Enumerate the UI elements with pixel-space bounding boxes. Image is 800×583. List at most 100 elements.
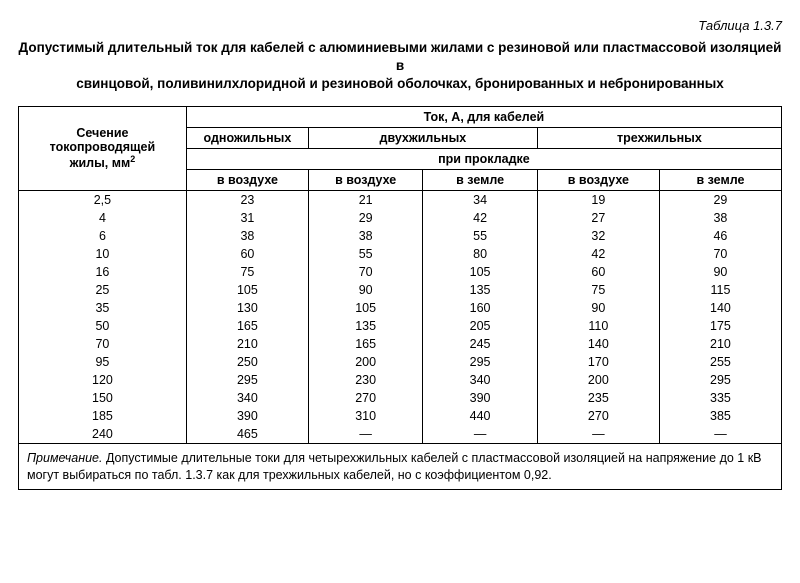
header-section-l1: Сечение токопроводящей — [50, 126, 156, 154]
cell-value: 105 — [423, 263, 537, 281]
table-row: 50165135205110175 — [19, 317, 782, 335]
cell-value: 90 — [537, 299, 659, 317]
cell-value: 115 — [659, 281, 781, 299]
cell-value: 32 — [537, 227, 659, 245]
cell-value: 80 — [423, 245, 537, 263]
cell-value: 310 — [308, 407, 422, 425]
cell-section: 240 — [19, 425, 187, 444]
table-title: Допустимый длительный ток для кабелей с … — [18, 39, 782, 94]
table-row: 185390310440270385 — [19, 407, 782, 425]
table-note-row: Примечание. Допустимые длительные токи д… — [19, 443, 782, 490]
cell-value: 75 — [537, 281, 659, 299]
table-row: 70210165245140210 — [19, 335, 782, 353]
cell-value: 38 — [186, 227, 308, 245]
header-current: Ток, А, для кабелей — [186, 106, 781, 127]
cell-value: 255 — [659, 353, 781, 371]
header-section-l2: жилы, мм — [70, 156, 131, 170]
cell-value: 390 — [186, 407, 308, 425]
header-col-ground-3: в земле — [659, 169, 781, 190]
header-col-ground-2: в земле — [423, 169, 537, 190]
cell-value: 38 — [308, 227, 422, 245]
header-double-core: двухжильных — [308, 127, 537, 148]
table-row: 3513010516090140 — [19, 299, 782, 317]
cell-value: 60 — [186, 245, 308, 263]
cell-section: 120 — [19, 371, 187, 389]
cell-section: 6 — [19, 227, 187, 245]
cell-value: 440 — [423, 407, 537, 425]
cell-section: 150 — [19, 389, 187, 407]
table-row: 106055804270 — [19, 245, 782, 263]
cell-value: 38 — [659, 209, 781, 227]
cell-value: 235 — [537, 389, 659, 407]
cable-current-table: Сечение токопроводящей жилы, мм2 Ток, А,… — [18, 106, 782, 491]
table-row: 95250200295170255 — [19, 353, 782, 371]
table-note: Примечание. Допустимые длительные токи д… — [19, 443, 782, 490]
cell-section: 2,5 — [19, 190, 187, 209]
cell-value: 340 — [423, 371, 537, 389]
cell-value: 385 — [659, 407, 781, 425]
cell-value: 31 — [186, 209, 308, 227]
cell-value: 19 — [537, 190, 659, 209]
table-row: 43129422738 — [19, 209, 782, 227]
cell-value: 110 — [537, 317, 659, 335]
cell-section: 16 — [19, 263, 187, 281]
cell-value: 90 — [659, 263, 781, 281]
cell-section: 70 — [19, 335, 187, 353]
cell-value: 340 — [186, 389, 308, 407]
cell-section: 185 — [19, 407, 187, 425]
cell-value: 135 — [308, 317, 422, 335]
cell-section: 35 — [19, 299, 187, 317]
cell-value: 27 — [537, 209, 659, 227]
cell-section: 50 — [19, 317, 187, 335]
cell-value: 23 — [186, 190, 308, 209]
cell-value: 210 — [186, 335, 308, 353]
cell-value: 21 — [308, 190, 422, 209]
header-single-core: одножильных — [186, 127, 308, 148]
table-number: Таблица 1.3.7 — [18, 18, 782, 33]
cell-value: — — [423, 425, 537, 444]
header-laying: при прокладке — [186, 148, 781, 169]
title-line-1: Допустимый длительный ток для кабелей с … — [19, 40, 782, 73]
cell-value: 29 — [308, 209, 422, 227]
cell-value: 175 — [659, 317, 781, 335]
header-col-air-1: в воздухе — [186, 169, 308, 190]
table-row: 240465———— — [19, 425, 782, 444]
table-body: 2,52321341929431294227386383855324610605… — [19, 190, 782, 443]
table-row: 63838553246 — [19, 227, 782, 245]
header-section-sup: 2 — [130, 154, 135, 164]
cell-value: — — [537, 425, 659, 444]
cell-value: 29 — [659, 190, 781, 209]
cell-section: 95 — [19, 353, 187, 371]
header-triple-core: трехжильных — [537, 127, 781, 148]
cell-value: 205 — [423, 317, 537, 335]
cell-value: 60 — [537, 263, 659, 281]
cell-value: — — [659, 425, 781, 444]
cell-value: 70 — [659, 245, 781, 263]
cell-value: 230 — [308, 371, 422, 389]
cell-value: 165 — [186, 317, 308, 335]
table-header: Сечение токопроводящей жилы, мм2 Ток, А,… — [19, 106, 782, 190]
title-line-2: свинцовой, поливинилхлоридной и резиново… — [76, 76, 724, 91]
cell-value: 170 — [537, 353, 659, 371]
table-row: 150340270390235335 — [19, 389, 782, 407]
cell-value: 250 — [186, 353, 308, 371]
cell-value: 295 — [659, 371, 781, 389]
cell-value: 46 — [659, 227, 781, 245]
cell-value: — — [308, 425, 422, 444]
header-section: Сечение токопроводящей жилы, мм2 — [19, 106, 187, 190]
note-body: Допустимые длительные токи для четырехжи… — [27, 451, 762, 482]
cell-value: 295 — [423, 353, 537, 371]
cell-section: 4 — [19, 209, 187, 227]
cell-section: 10 — [19, 245, 187, 263]
cell-value: 295 — [186, 371, 308, 389]
table-row: 1675701056090 — [19, 263, 782, 281]
cell-value: 210 — [659, 335, 781, 353]
cell-value: 34 — [423, 190, 537, 209]
cell-value: 135 — [423, 281, 537, 299]
cell-value: 90 — [308, 281, 422, 299]
cell-value: 335 — [659, 389, 781, 407]
table-row: 251059013575115 — [19, 281, 782, 299]
cell-value: 42 — [537, 245, 659, 263]
table-row: 2,52321341929 — [19, 190, 782, 209]
cell-value: 75 — [186, 263, 308, 281]
